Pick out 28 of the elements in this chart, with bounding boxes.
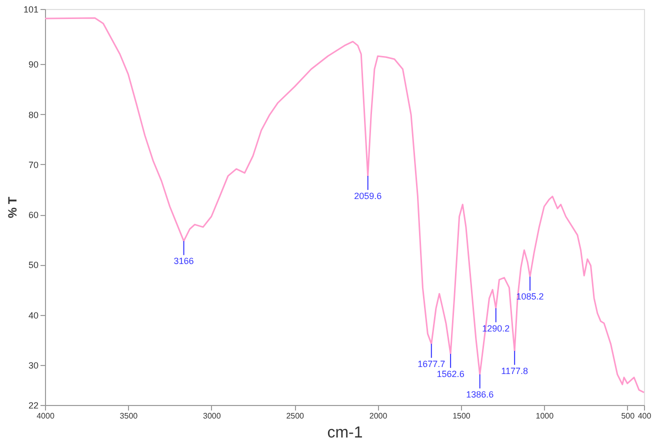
annotation: 1677.7 <box>418 358 446 369</box>
annotation: 1085.2 <box>516 292 544 302</box>
x-tick-label: 4000 <box>36 412 55 420</box>
y-tick-label: 50 <box>28 260 38 270</box>
y-tick-label: 40 <box>28 310 38 320</box>
x-tick-label: 500 <box>621 412 636 420</box>
y-axis-title: % T <box>5 196 20 218</box>
x-tick-label: 2000 <box>369 412 388 420</box>
x-tick-label: 2500 <box>286 412 305 420</box>
y-tick-label: 30 <box>28 360 38 370</box>
annotation: 2059.6 <box>354 190 382 201</box>
y-tick-label: 90 <box>28 60 38 70</box>
y-tick-label: 22 <box>28 400 38 410</box>
x-tick-label: 1000 <box>536 412 554 420</box>
x-tick-label: 400 <box>638 412 652 420</box>
annotation: 1562.6 <box>436 368 464 379</box>
y-tick-label: 60 <box>28 210 38 220</box>
y-tick-label: 80 <box>28 110 38 120</box>
x-tick-label: 3500 <box>120 412 138 420</box>
y-tick-label: 101 <box>23 4 38 14</box>
annotation: 1290.2 <box>482 323 510 334</box>
annotation: 1386.6 <box>466 389 494 400</box>
annotation: 1177.8 <box>501 366 528 376</box>
x-tick-label: 3000 <box>202 412 222 420</box>
annotation: 3166 <box>174 256 194 266</box>
x-tick-label: 1500 <box>452 412 471 420</box>
y-tick-label: 70 <box>28 160 38 170</box>
x-axis-title: cm-1 <box>327 424 363 442</box>
